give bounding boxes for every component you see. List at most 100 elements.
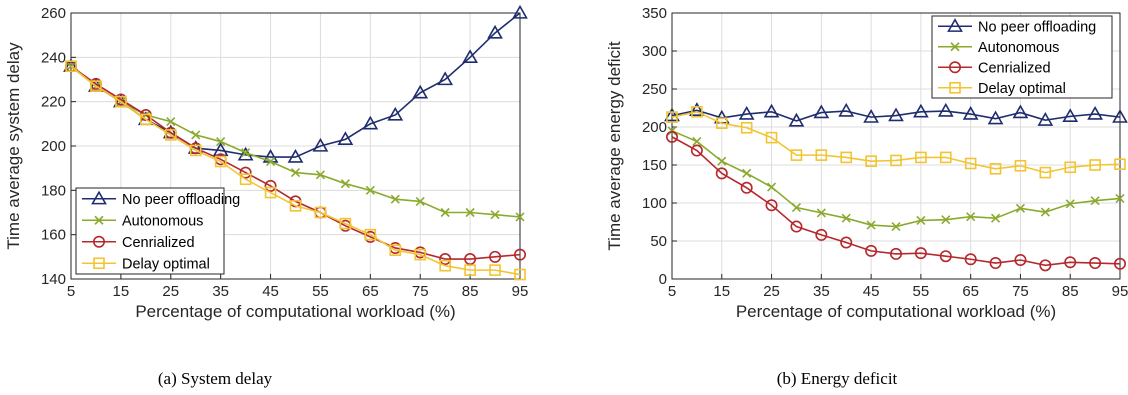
x-tick-label: 35 — [813, 283, 830, 300]
data-point — [1062, 108, 1079, 123]
legend-label: Autonomous — [978, 40, 1059, 56]
data-point — [1015, 203, 1026, 213]
legend-label: Cenrialized — [978, 60, 1051, 76]
legend-marker — [93, 235, 106, 248]
data-point — [766, 182, 777, 192]
legend-label: Autonomous — [122, 213, 203, 229]
data-point — [514, 268, 526, 281]
data-point — [239, 173, 252, 186]
data-point — [437, 71, 454, 86]
y-tick-label: 260 — [41, 5, 66, 22]
figure-caption: (a) System delay — [158, 369, 273, 388]
x-tick-label: 5 — [67, 283, 75, 300]
x-axis-label: Percentage of computational workload (%) — [135, 302, 455, 321]
y-tick-label: 180 — [41, 182, 66, 199]
data-point — [863, 109, 879, 123]
series-delay-optimal — [666, 106, 1126, 179]
data-point — [816, 208, 826, 218]
series-no-peer-offloading — [63, 4, 528, 163]
data-point — [289, 200, 302, 212]
data-point — [915, 151, 927, 164]
data-point — [440, 207, 450, 218]
data-point — [1039, 166, 1052, 179]
data-point — [512, 4, 528, 19]
data-point — [891, 221, 901, 232]
legend: No peer offloading Autonomous Cenrialized D… — [931, 15, 1113, 99]
data-point — [865, 155, 877, 167]
data-point — [715, 117, 728, 129]
data-point — [414, 248, 427, 261]
data-point — [337, 131, 354, 146]
data-point — [389, 244, 402, 256]
data-point — [738, 105, 755, 120]
data-point — [214, 155, 227, 168]
data-point — [763, 103, 780, 118]
data-point — [462, 49, 478, 64]
data-point — [265, 156, 276, 167]
data-point — [692, 136, 702, 147]
data-point — [916, 215, 926, 226]
x-tick-label: 45 — [262, 283, 279, 300]
legend: No peer offloading Autonomous Cenrialized D… — [75, 187, 240, 275]
data-point — [1087, 105, 1103, 120]
legend-label: No peer offloading — [978, 19, 1096, 35]
legend-item: Delay optimal — [82, 256, 210, 272]
data-point — [765, 199, 778, 212]
data-point — [90, 80, 102, 92]
data-point — [1014, 254, 1027, 267]
data-point — [212, 142, 229, 157]
x-tick-label: 55 — [913, 283, 930, 300]
data-point — [989, 257, 1002, 270]
legend-marker — [950, 42, 960, 52]
data-point — [164, 129, 177, 141]
legend-item: Autonomous — [938, 40, 1059, 56]
data-point — [340, 179, 350, 189]
y-axis-label: Time average energy deficit — [605, 41, 624, 250]
data-point — [65, 60, 77, 73]
y-axis-label: Time average system delay — [4, 42, 23, 250]
x-tick-label: 75 — [412, 283, 429, 300]
data-point — [515, 212, 525, 222]
x-tick-label: 25 — [162, 283, 179, 300]
data-point — [715, 167, 728, 180]
data-point — [464, 264, 476, 276]
x-tick-label: 95 — [1112, 283, 1128, 300]
data-point — [1014, 159, 1027, 172]
data-point — [115, 95, 127, 108]
data-point — [937, 102, 954, 117]
data-point — [490, 210, 500, 220]
chart-panel-2: 0 50 100 150 200 250 300 350 5 15 25 35 45 55 65 75 85 95… — [605, 5, 1128, 388]
data-point — [790, 149, 803, 161]
y-tick-label: 240 — [41, 49, 66, 66]
data-point — [1089, 257, 1102, 270]
data-point — [362, 115, 379, 130]
data-point — [1037, 112, 1054, 126]
legend-item: Cenrialized — [938, 60, 1051, 76]
chart-panel-1: 140 160 180 200 220 240 260 5 15 25 35 45 55 65 75 85 95… — [4, 4, 528, 388]
data-point — [140, 113, 152, 126]
data-point — [989, 163, 1002, 175]
data-point — [1040, 207, 1050, 217]
data-point — [665, 130, 678, 143]
y-tick-label: 220 — [41, 94, 66, 111]
data-point — [216, 137, 226, 147]
data-point — [1064, 161, 1077, 174]
data-point — [439, 253, 452, 266]
data-point — [387, 106, 404, 121]
data-point — [1112, 109, 1128, 123]
x-tick-label: 15 — [113, 283, 130, 300]
series-line — [671, 136, 1121, 267]
data-point — [1089, 159, 1101, 171]
x-tick-label: 85 — [462, 283, 479, 300]
data-point — [241, 148, 251, 158]
series-line — [70, 65, 521, 276]
y-tick-label: 200 — [41, 138, 66, 155]
data-point — [840, 236, 853, 249]
data-point — [390, 194, 400, 204]
data-point — [791, 202, 802, 213]
x-tick-label: 45 — [863, 283, 880, 300]
data-point — [939, 250, 952, 263]
data-point — [740, 181, 753, 194]
data-point — [239, 166, 252, 179]
